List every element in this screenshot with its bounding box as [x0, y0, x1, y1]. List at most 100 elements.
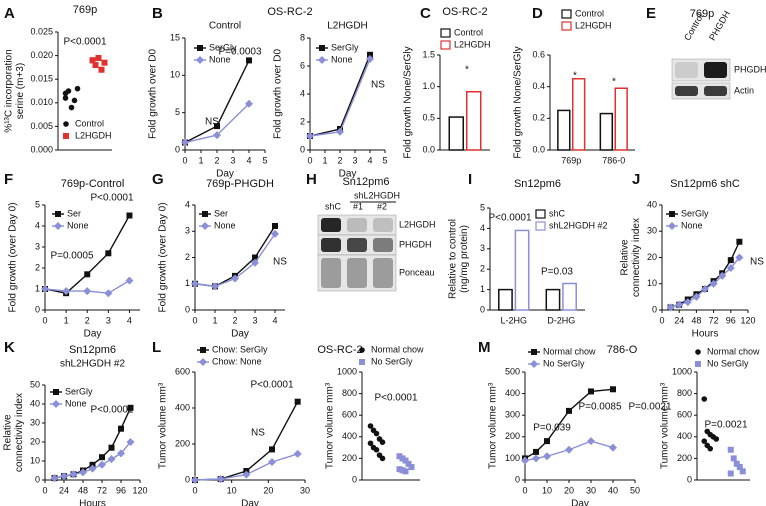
legend-swatch	[561, 21, 572, 31]
legend-marker	[197, 45, 203, 51]
annotation: P<0.0001	[374, 393, 418, 404]
marker	[98, 460, 106, 469]
band-label: PHGDH	[734, 64, 766, 74]
y-tick-label: 3	[480, 243, 485, 253]
x-tick-label: 786-0	[602, 155, 625, 165]
band-label: L2HGDH	[399, 219, 436, 229]
x-tick-label: 48	[691, 315, 701, 325]
marker	[544, 438, 550, 445]
y-tick-label: 5	[175, 107, 180, 117]
marker	[83, 287, 92, 296]
blot-title: Sn12pm6	[342, 176, 389, 188]
marker	[41, 285, 49, 293]
chart-subtitle: Control	[209, 21, 241, 32]
legend-marker	[55, 211, 61, 217]
blot-title: 769p	[690, 8, 714, 20]
marker	[609, 443, 617, 452]
bar	[557, 109, 571, 151]
marker	[50, 474, 59, 483]
y-tick-label: 400	[677, 431, 692, 441]
legend-marker	[695, 361, 701, 367]
x-tick-label: 10	[542, 485, 552, 495]
chart-title: 769p-PHGDH	[206, 178, 274, 190]
y-tick-label: 600	[342, 410, 357, 420]
legend-marker	[196, 56, 204, 64]
marker	[84, 271, 91, 278]
panel-label: G	[152, 171, 164, 188]
marker	[68, 104, 75, 111]
legend-label: Control	[454, 27, 483, 37]
x-tick-label: 3	[352, 155, 357, 165]
x-tick-label: 4	[272, 315, 277, 325]
legend-label: Normal chow	[371, 344, 424, 354]
marker	[127, 404, 134, 411]
legend-marker	[200, 347, 206, 353]
marker	[271, 229, 279, 238]
chart-title: 786-O	[607, 344, 638, 356]
annotation: P=0.0021	[628, 402, 672, 413]
annotation: P=0.039	[533, 423, 571, 434]
legend-label: Ser	[67, 208, 81, 218]
x-tick-label: 20	[263, 485, 273, 495]
y-tick-label: 1	[480, 284, 485, 294]
legend-marker	[52, 400, 60, 408]
x-tick-label: 48	[78, 485, 88, 495]
y-tick-label: 4	[185, 199, 190, 209]
panel-label: E	[646, 5, 656, 22]
blot-strip	[317, 254, 397, 292]
annotation: NS	[205, 117, 219, 128]
x-tick-label: 0	[522, 485, 527, 495]
annotation: *	[612, 77, 616, 88]
marker	[533, 448, 539, 455]
annotation: P<0.0001	[63, 37, 107, 48]
y-axis-label: Fold growth (over Day 0)	[8, 202, 19, 312]
marker	[62, 90, 69, 97]
x-tick-label: 120	[132, 485, 147, 495]
marker	[521, 456, 529, 465]
y-tick-label: 0	[480, 304, 485, 314]
marker	[108, 444, 115, 451]
chart-title: 769p-Control	[61, 178, 125, 190]
y-axis-label: Relativeconnectivity index	[2, 393, 25, 472]
annotation: P<0.0001	[250, 380, 294, 391]
y-tick-label: 0	[515, 474, 520, 484]
band	[675, 86, 698, 96]
y-tick-label: 0	[687, 474, 692, 484]
marker	[79, 468, 87, 477]
bar	[448, 116, 464, 151]
y-tick-label: 15	[170, 32, 180, 42]
legend-label: shL2HGDH #2	[549, 220, 608, 230]
legend-label: L2HGDH	[454, 39, 491, 49]
legend-swatch	[535, 209, 546, 219]
band	[675, 62, 698, 78]
y-tick-label: 4	[35, 220, 40, 230]
marker	[211, 282, 219, 291]
x-tick-label: 769p	[561, 155, 581, 165]
marker	[294, 398, 301, 405]
y-tick-label: 10	[647, 278, 657, 288]
marker	[405, 460, 412, 467]
y-tick-label: 600	[175, 366, 190, 376]
bar	[571, 78, 586, 151]
marker	[92, 62, 99, 69]
marker	[735, 253, 744, 262]
x-tick-label: 4	[127, 315, 132, 325]
panel-label: C	[420, 5, 431, 22]
legend-marker	[695, 349, 701, 355]
x-axis-label: Hours	[692, 329, 719, 340]
annotation: *	[465, 65, 469, 76]
y-tick-label: 0.4	[532, 81, 545, 91]
marker	[709, 279, 718, 288]
y-tick-label: 100	[505, 453, 520, 463]
x-tick-label: 50	[630, 485, 640, 495]
marker	[565, 445, 573, 454]
marker	[726, 264, 735, 272]
band	[704, 86, 727, 96]
legend-marker	[531, 349, 537, 355]
x-tick-label: 72	[709, 315, 719, 325]
marker	[74, 85, 81, 92]
y-tick-label: 4	[480, 223, 485, 233]
bar	[545, 288, 561, 311]
y-tick-label: 30	[30, 417, 40, 427]
marker	[718, 271, 727, 280]
